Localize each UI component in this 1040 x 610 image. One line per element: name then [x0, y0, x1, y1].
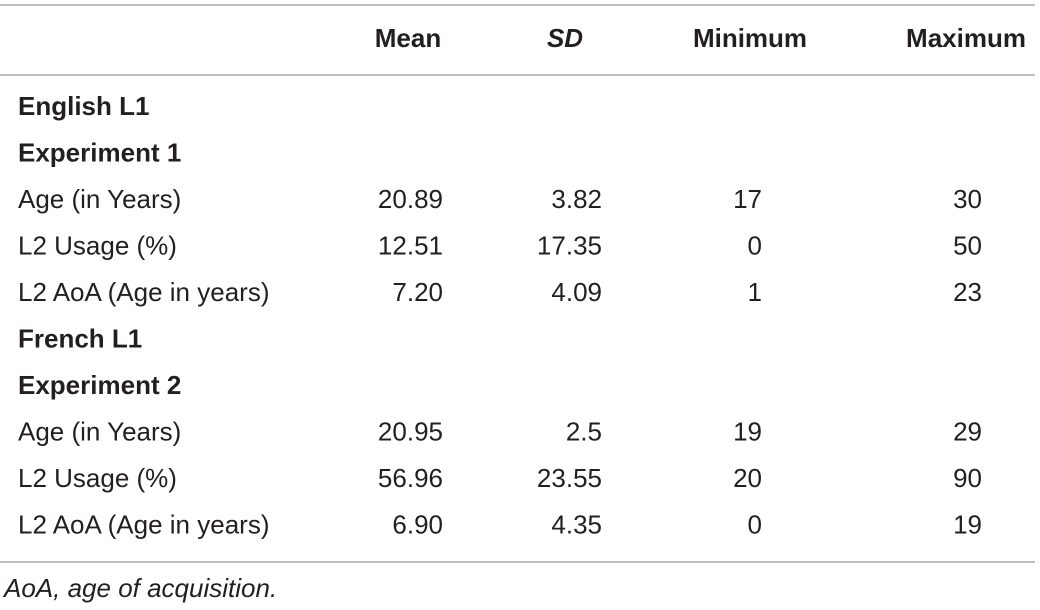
- cell: 4.35: [551, 509, 602, 539]
- cell: 30: [953, 184, 982, 214]
- cell: 19: [733, 416, 762, 446]
- row-label: L2 AoA (Age in years): [18, 509, 269, 539]
- row-label: Age (in Years): [18, 416, 181, 446]
- cell: 6.90: [392, 509, 443, 539]
- section-subtitle: Experiment 2: [18, 370, 181, 400]
- section-title: French L1: [18, 323, 142, 353]
- cell: 1: [748, 277, 762, 307]
- cell: 90: [953, 463, 982, 493]
- cell: 4.09: [551, 277, 602, 307]
- cell: 50: [953, 230, 982, 260]
- cell: 20: [733, 463, 762, 493]
- row-label: Age (in Years): [18, 184, 181, 214]
- column-header: Maximum: [906, 23, 1026, 53]
- cell: 7.20: [392, 277, 443, 307]
- cell: 12.51: [378, 230, 443, 260]
- cell: 23: [953, 277, 982, 307]
- cell: 56.96: [378, 463, 443, 493]
- cell: 2.5: [566, 416, 602, 446]
- cell: 29: [953, 416, 982, 446]
- column-header: Mean: [375, 23, 441, 53]
- cell: 17.35: [537, 230, 602, 260]
- cell: 19: [953, 509, 982, 539]
- footnote: AoA, age of acquisition.: [2, 573, 277, 603]
- cell: 20.89: [378, 184, 443, 214]
- row-label: L2 Usage (%): [18, 230, 177, 260]
- column-header: SD: [547, 23, 583, 53]
- section-subtitle: Experiment 1: [18, 137, 181, 167]
- section-title: English L1: [18, 91, 149, 121]
- cell: 3.82: [551, 184, 602, 214]
- row-label: L2 Usage (%): [18, 463, 177, 493]
- cell: 20.95: [378, 416, 443, 446]
- cell: 17: [733, 184, 762, 214]
- cell: 23.55: [537, 463, 602, 493]
- cell: 0: [748, 509, 762, 539]
- cell: 0: [748, 230, 762, 260]
- column-header: Minimum: [693, 23, 807, 53]
- row-label: L2 AoA (Age in years): [18, 277, 269, 307]
